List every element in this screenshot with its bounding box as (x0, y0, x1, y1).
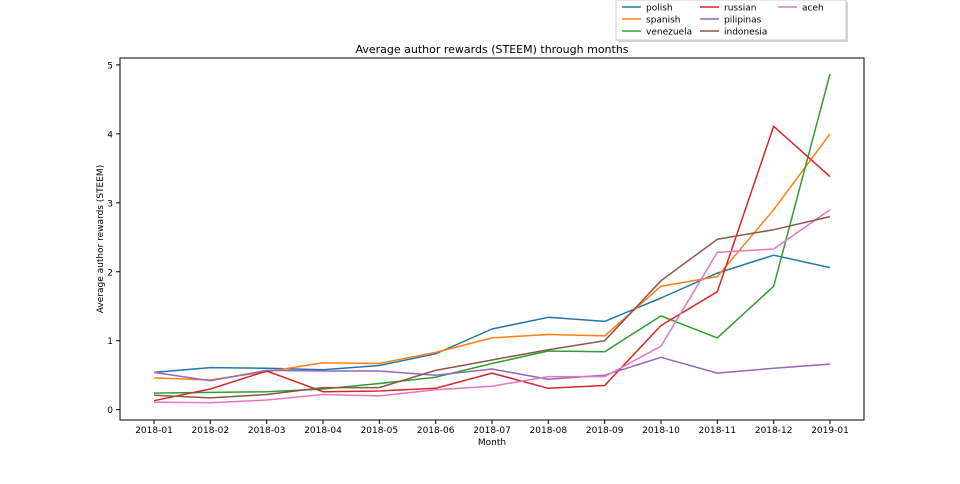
legend-label-venezuela: venezuela (646, 28, 692, 38)
legend-label-pilipinas: pilipinas (724, 16, 762, 26)
x-tick-label: 2018-11 (699, 426, 737, 436)
x-tick-label: 2018-08 (530, 426, 568, 436)
series-lines (153, 73, 831, 404)
y-axis-label: Average author rewards (STEEM) (96, 165, 106, 313)
x-tick-label: 2018-12 (755, 426, 793, 436)
legend-label-indonesia: indonesia (724, 28, 767, 38)
x-axis: 2018-01 2018-02 2018-03 2018-04 2018-05 2018-… (135, 420, 849, 436)
x-axis-label: Month (478, 438, 506, 448)
legend-label-spanish: spanish (646, 16, 681, 26)
plot-area (119, 57, 865, 421)
y-tick-label: 4 (107, 130, 113, 140)
x-tick-label: 2018-09 (586, 426, 624, 436)
y-tick-label: 1 (107, 337, 113, 347)
legend-label-russian: russian (724, 4, 757, 14)
legend-label-aceh: aceh (802, 4, 824, 14)
series-line-venezuela (153, 73, 831, 394)
x-tick-label: 2018-05 (361, 426, 399, 436)
x-tick-label: 2018-03 (248, 426, 286, 436)
y-tick-label: 3 (107, 199, 113, 209)
series-line-aceh (153, 209, 831, 404)
legend-box (615, 0, 847, 41)
y-tick-label: 0 (107, 406, 113, 416)
x-tick-label: 2018-07 (473, 426, 511, 436)
legend: polish spanish venezuela russian pilipinas in… (615, 0, 848, 42)
x-tick-label: 2018-10 (642, 426, 680, 436)
x-tick-label: 2018-01 (135, 426, 173, 436)
legend-label-polish: polish (646, 4, 673, 14)
y-tick-label: 2 (107, 268, 113, 278)
x-tick-label: 2019-01 (811, 426, 849, 436)
series-line-pilipinas (153, 356, 831, 382)
x-tick-label: 2018-02 (192, 426, 230, 436)
y-axis: 0 1 2 3 4 5 (107, 61, 120, 416)
series-line-indonesia (153, 215, 831, 399)
y-tick-label: 5 (107, 61, 113, 71)
x-tick-label: 2018-04 (304, 426, 342, 436)
series-line-polish (153, 254, 831, 374)
chart-title: Average author rewards (STEEM) through m… (355, 43, 628, 56)
x-tick-label: 2018-06 (417, 426, 455, 436)
